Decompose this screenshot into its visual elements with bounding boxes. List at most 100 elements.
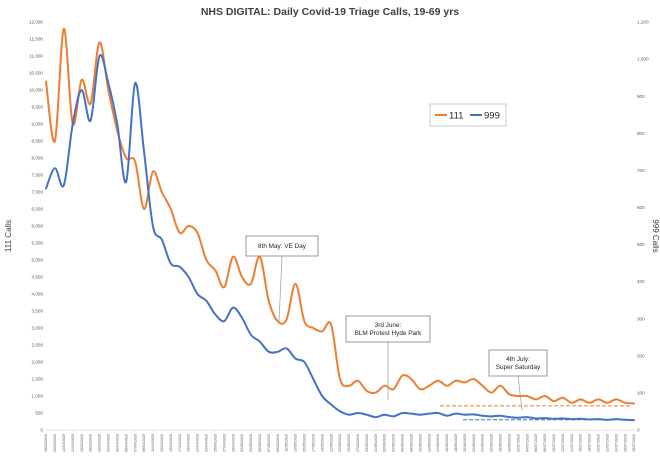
annotation-text: BLM Protest Hyde Park	[355, 330, 423, 337]
y-right-tick-label: 1,000	[637, 57, 649, 62]
y-left-tick-label: 6,000	[32, 224, 44, 229]
x-tick-label: 23/04/2020	[205, 434, 209, 452]
annotation-box	[345, 315, 431, 343]
x-tick-label: 10/06/2020	[418, 434, 422, 452]
y-right-tick-label: 800	[637, 131, 645, 136]
y-right-tick-label: 200	[637, 353, 645, 358]
x-tick-label: 24/07/2020	[614, 434, 618, 452]
y-left-tick-label: 10,000	[29, 88, 43, 93]
x-tick-label: 05/05/2020	[258, 434, 262, 452]
y-right-tick-label: 700	[637, 168, 645, 173]
y-left-tick-label: 1,500	[32, 377, 44, 382]
y-axis-right-title: 999 Calls	[651, 219, 660, 252]
x-tick-label: 20/03/2020	[53, 434, 57, 452]
y-left-tick-label: 8,500	[32, 139, 44, 144]
x-tick-label: 01/05/2020	[240, 434, 244, 452]
x-tick-label: 14/06/2020	[436, 434, 440, 452]
annotation-text: 3rd June:	[375, 322, 402, 329]
x-tick-label: 22/06/2020	[472, 434, 476, 452]
x-tick-label: 02/06/2020	[383, 434, 387, 452]
x-tick-label: 12/06/2020	[427, 434, 431, 452]
x-tick-label: 23/05/2020	[338, 434, 342, 452]
y-right-tick-label: 0	[637, 428, 640, 433]
series-line-999	[45, 53, 635, 422]
x-tick-label: 25/05/2020	[347, 434, 351, 452]
y-left-tick-label: 7,000	[32, 190, 44, 195]
x-tick-label: 17/05/2020	[311, 434, 315, 452]
y-axis-left-title: 111 Calls	[4, 220, 13, 252]
annotation-text: 8th May: VE Day	[258, 243, 307, 250]
x-tick-label: 13/04/2020	[160, 434, 164, 452]
x-tick-label: 16/06/2020	[445, 434, 449, 452]
y-left-tick-label: 11,500	[29, 37, 43, 42]
y-axis-right: 0 100 200 300 400 500 600 700 800 900 1,000 1,100	[637, 20, 649, 433]
annotation-box	[245, 235, 319, 257]
x-tick-label: 19/04/2020	[187, 434, 191, 452]
x-tick-label: 26/03/2020	[80, 434, 84, 452]
y-left-tick-label: 0	[40, 428, 43, 433]
legend-label-111: 111	[449, 111, 463, 122]
x-tick-label: 10/07/2020	[552, 434, 556, 452]
x-tick-label: 18/07/2020	[588, 434, 592, 452]
x-tick-label: 06/07/2020	[534, 434, 538, 452]
annotation-leader-line	[278, 255, 283, 323]
legend: 111 999	[429, 103, 507, 127]
x-tick-label: 18/03/2020	[44, 434, 48, 452]
x-tick-label: 17/04/2020	[178, 434, 182, 452]
annotation-text: Super Saturday	[496, 364, 541, 371]
y-left-tick-label: 12,000	[29, 20, 43, 25]
series-line-111	[45, 27, 635, 405]
x-tick-label: 28/06/2020	[499, 434, 503, 452]
x-tick-label: 25/04/2020	[213, 434, 217, 452]
y-right-tick-label: 600	[637, 205, 645, 210]
y-right-tick-label: 400	[637, 279, 645, 284]
x-tick-label: 09/05/2020	[276, 434, 280, 452]
x-tick-label: 11/05/2020	[285, 434, 289, 452]
y-left-tick-label: 5,000	[32, 258, 44, 263]
x-tick-label: 07/04/2020	[133, 434, 137, 452]
x-tick-label: 01/04/2020	[107, 434, 111, 452]
y-axis-left: 0 500 1,000 1,500 2,000 2,500 3,000 3,500 4,000 4…	[29, 20, 44, 433]
x-tick-label: 21/04/2020	[196, 434, 200, 452]
y-left-tick-label: 5,500	[32, 241, 44, 246]
y-right-tick-label: 300	[637, 316, 645, 321]
x-tick-label: 02/07/2020	[516, 434, 520, 452]
y-left-tick-label: 4,000	[32, 292, 44, 297]
x-tick-label: 24/03/2020	[71, 434, 75, 452]
x-tick-label: 29/05/2020	[365, 434, 369, 452]
chart-title: NHS DIGITAL: Daily Covid-19 Triage Calls…	[201, 6, 459, 18]
annotation-leader-line	[517, 375, 523, 411]
annotation-box	[488, 349, 548, 377]
x-tick-label: 20/07/2020	[597, 434, 601, 452]
x-tick-label: 26/07/2020	[623, 434, 627, 452]
annotations: 8th May: VE Day 3rd June:BLM Protest Hyde…	[245, 235, 548, 411]
annotation-text: 4th July:	[506, 356, 530, 363]
y-left-tick-label: 1,000	[32, 394, 44, 399]
x-tick-label: 24/06/2020	[481, 434, 485, 452]
x-tick-label: 05/04/2020	[124, 434, 128, 452]
x-tick-label: 28/07/2020	[632, 434, 636, 452]
annotation-1: 8th May: VE Day	[245, 235, 319, 323]
x-axis: 18/03/2020 20/03/2020 22/03/2020 24/03/2020…	[44, 430, 636, 452]
x-tick-label: 06/06/2020	[401, 434, 405, 452]
x-tick-label: 08/07/2020	[543, 434, 547, 452]
x-tick-label: 30/03/2020	[98, 434, 102, 452]
x-tick-label: 18/06/2020	[454, 434, 458, 452]
x-tick-label: 20/06/2020	[463, 434, 467, 452]
y-left-tick-label: 3,000	[32, 326, 44, 331]
x-tick-label: 19/05/2020	[320, 434, 324, 452]
x-tick-label: 12/07/2020	[561, 434, 565, 452]
y-left-tick-label: 7,500	[32, 173, 44, 178]
x-tick-label: 30/06/2020	[507, 434, 511, 452]
x-tick-label: 22/07/2020	[605, 434, 609, 452]
x-tick-label: 15/05/2020	[303, 434, 307, 452]
x-tick-label: 08/06/2020	[409, 434, 413, 452]
y-left-tick-label: 4,500	[32, 275, 44, 280]
x-tick-label: 04/07/2020	[525, 434, 529, 452]
x-tick-label: 27/05/2020	[356, 434, 360, 452]
x-tick-label: 15/04/2020	[169, 434, 173, 452]
y-left-tick-label: 6,500	[32, 207, 44, 212]
series-lines	[45, 27, 635, 422]
